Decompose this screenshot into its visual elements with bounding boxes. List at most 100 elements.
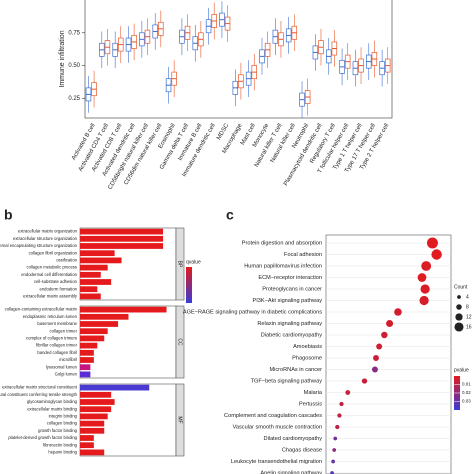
dot [330,471,334,474]
legend-label: 12 [466,314,472,320]
y-tick-label: Malaria [304,390,323,396]
bar [80,306,167,313]
bar [80,371,91,378]
dot [331,459,335,464]
dot [373,355,379,361]
y-tick-label: Complement and coagulation cascades [224,413,322,419]
y-tick-label: extracellular matrix structural constitu… [0,392,78,397]
y-tick-label: Golgi lumen [55,372,78,377]
legend-label: 4 [466,294,469,300]
y-axis-label: Immune infiltration [59,30,66,87]
bar [80,271,101,278]
bar [80,328,108,335]
y-tick-label: fibronectin binding [43,442,78,447]
y-tick-label: endodermal cell differentiation [21,272,77,277]
y-tick-label: complex of collagen trimers [26,336,77,341]
y-tick-label: ossification [56,258,77,263]
y-tick-label: PI3K−Akt signaling pathway [253,298,323,304]
facet-label: MF [177,416,183,423]
y-tick-label: Human papillomavirus infection [244,263,322,269]
dot [421,261,432,271]
dot [426,237,438,249]
bar [80,257,122,264]
bar [80,384,150,391]
dot [376,343,383,350]
y-tick-label: Dilated cardiomyopathy [264,436,323,442]
y-tick-label: extracellular matrix binding [27,406,77,411]
y-tick-label: 0.75 [68,30,80,36]
y-tick-label: extracellular matrix assembly [23,294,78,299]
y-tick-label: fibrillar collagen trimer [36,343,78,348]
y-tick-label: Proteoglycans in cancer [262,286,322,292]
legend-dot [456,304,462,310]
bar [80,243,164,249]
bar [80,357,94,363]
dot [332,448,337,452]
y-tick-label: collagen metabolic process [26,265,77,270]
y-tick-label: Vascular smooth muscle contraction [233,424,322,430]
bar [80,264,108,271]
dot [381,331,388,339]
dot [417,273,427,282]
bar [80,228,164,235]
facet-label: BP [177,261,183,268]
dot [419,295,429,306]
colorbar [186,267,192,303]
colorbar-label: 0.03 [462,399,471,404]
legend-label: 8 [466,304,469,310]
colorbar-label: 0.01 [462,382,471,387]
dot [337,413,342,418]
y-tick-label: banded collagen fibril [37,350,77,355]
y-tick-label: endoplasmic reticulum lumen [23,314,78,319]
y-tick-label: Amoebiasis [293,344,322,350]
y-tick-label: Pertussis [299,401,322,407]
bar [80,364,91,371]
legend-title: Count [454,284,468,290]
facet-label: CC [177,338,183,346]
y-tick-label: Apelin signaling pathway [260,470,322,474]
y-tick-label: extracellular matrix structural constitu… [2,385,78,390]
y-tick-label: glycosaminoglycan binding [27,399,78,404]
legend-dot [454,322,464,332]
panel-label: b [4,207,13,223]
bar [80,321,119,327]
facet-strip [175,305,185,379]
y-tick-label: AGE−RAGE signaling pathway in diabetic c… [183,309,322,315]
dot [345,390,351,395]
dot [431,249,442,260]
bar [80,279,112,285]
y-tick-label: collagen trimer [50,328,78,333]
plot-frame [84,0,393,119]
y-tick-label: Diabetic cardiomyopathy [261,332,322,338]
colorbar-label: 0.02 [462,390,471,395]
bar [80,349,94,356]
y-tick-label: extracellular structure organization [13,236,78,241]
dot [339,401,344,407]
y-tick-label: microfibril [59,357,77,362]
bar [80,335,105,342]
bar [80,342,98,349]
bar [80,391,112,398]
legend-title: pvalue [454,367,469,373]
bar [80,413,108,420]
y-tick-label: Phagosome [292,355,322,361]
bar [80,406,112,413]
bar [80,313,129,320]
y-tick-label: integrin binding [49,414,78,419]
bar [80,435,94,441]
y-tick-label: collagen binding [47,421,78,426]
bar [80,449,105,456]
y-tick-label: external encapsulating structure organiz… [0,243,78,248]
panel-label: c [226,207,234,223]
y-tick-label: Protein digestion and absorption [242,240,322,246]
bar [80,250,115,257]
bar [80,420,105,427]
bar [80,427,105,434]
bar [80,293,101,300]
facet-strip [175,383,185,457]
y-tick-label: Focal adhesion [284,252,322,258]
y-tick-label: basement membrane [37,321,77,326]
y-tick-label: TGF−beta signaling pathway [251,378,323,384]
